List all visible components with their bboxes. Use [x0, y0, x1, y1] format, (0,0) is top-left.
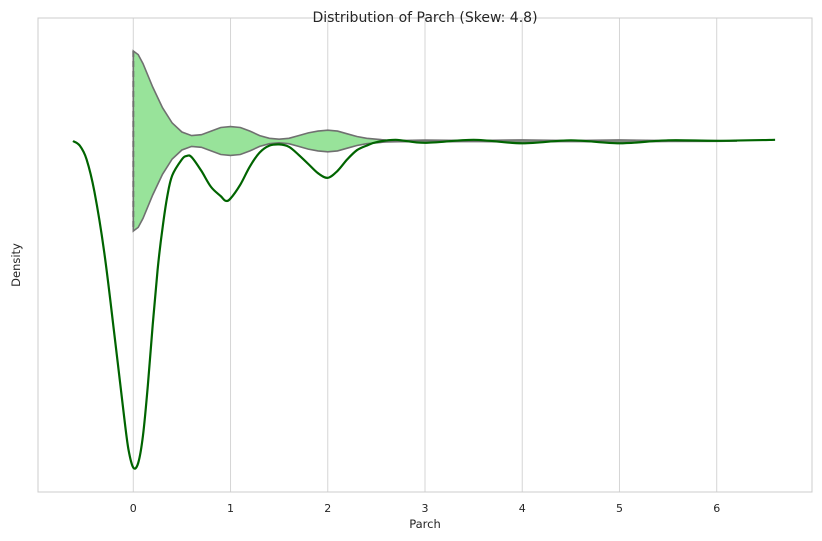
x-axis-label: Parch — [409, 517, 441, 531]
y-axis-label: Density — [9, 243, 23, 287]
x-tick-label: 0 — [130, 502, 137, 515]
x-tick-label: 2 — [324, 502, 331, 515]
density-line — [72, 138, 776, 470]
x-tick-label: 1 — [227, 502, 234, 515]
x-tick-label: 6 — [713, 502, 720, 515]
x-tick-label: 4 — [519, 502, 526, 515]
x-tick-labels: 0 1 2 3 4 5 6 — [130, 502, 720, 515]
plot-frame — [37, 17, 813, 493]
x-tick-label: 3 — [422, 502, 429, 515]
chart-title: Distribution of Parch (Skew: 4.8) — [312, 10, 537, 26]
x-tick-label: 5 — [616, 502, 623, 515]
